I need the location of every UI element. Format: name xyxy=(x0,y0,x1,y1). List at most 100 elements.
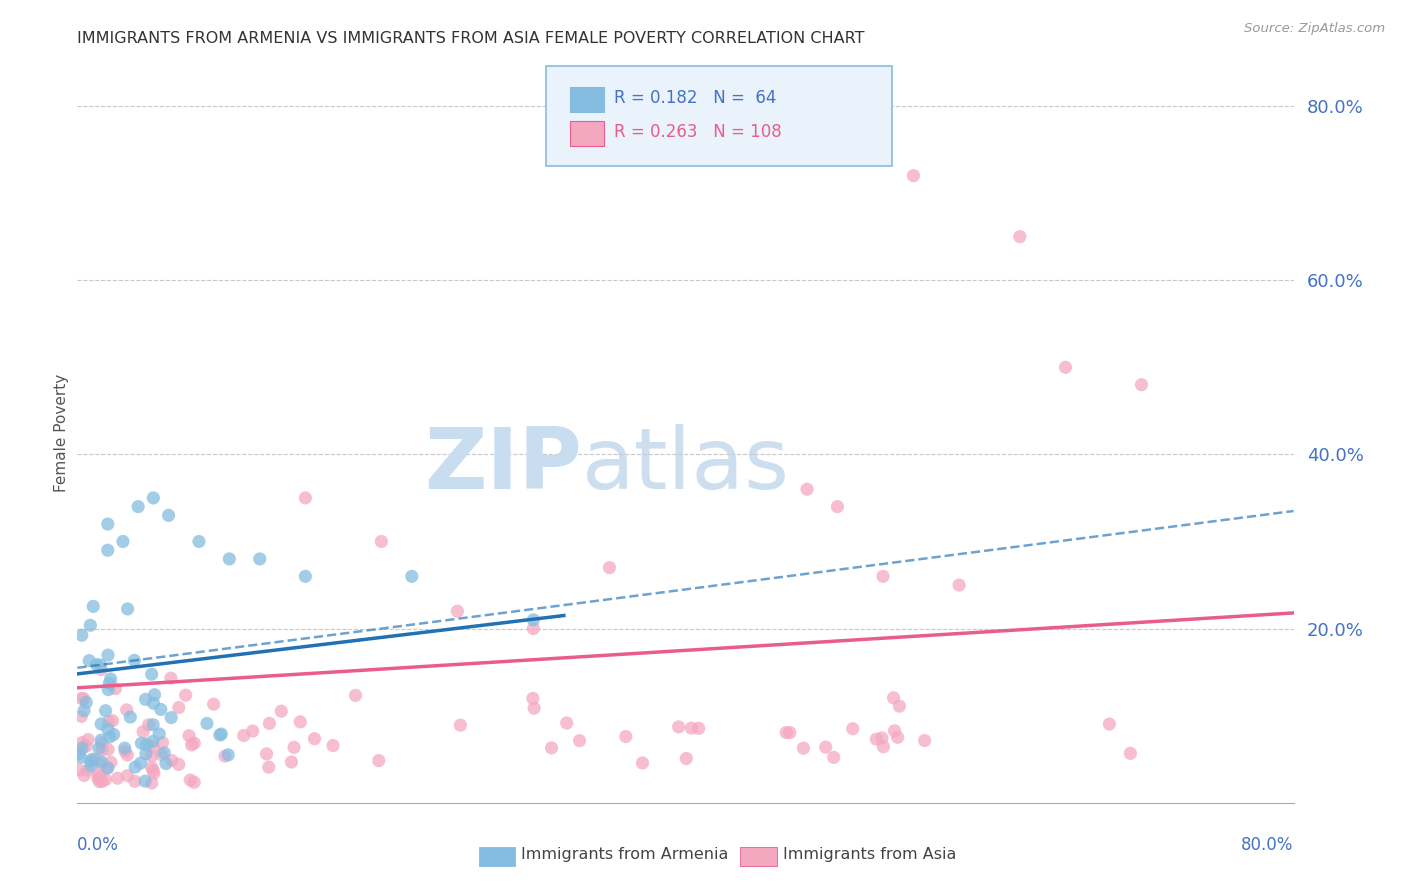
Point xyxy=(889,699,911,714)
Point xyxy=(70,741,93,756)
Point xyxy=(134,692,156,706)
Point xyxy=(208,728,231,742)
Point xyxy=(90,755,112,769)
Point xyxy=(823,750,845,764)
Point xyxy=(142,491,165,505)
Point xyxy=(114,741,136,756)
Point xyxy=(70,735,93,749)
Text: R = 0.182   N =  64: R = 0.182 N = 64 xyxy=(613,89,776,107)
Point xyxy=(67,763,90,777)
Point xyxy=(283,740,305,755)
Point xyxy=(87,741,110,756)
Point xyxy=(98,676,121,690)
Point xyxy=(89,658,111,673)
Point xyxy=(101,714,124,728)
Text: IMMIGRANTS FROM ARMENIA VS IMMIGRANTS FROM ASIA FEMALE POVERTY CORRELATION CHART: IMMIGRANTS FROM ARMENIA VS IMMIGRANTS FR… xyxy=(77,31,865,46)
Point xyxy=(70,691,93,706)
Point xyxy=(77,732,100,747)
Point xyxy=(1119,747,1142,761)
Point xyxy=(79,755,101,769)
Text: Immigrants from Asia: Immigrants from Asia xyxy=(783,847,956,863)
Point xyxy=(870,731,893,745)
Point xyxy=(796,482,818,496)
Point xyxy=(91,774,114,789)
Point xyxy=(814,740,837,755)
Point xyxy=(142,696,165,710)
Point xyxy=(217,747,239,762)
Point xyxy=(883,723,905,738)
Point xyxy=(259,716,281,731)
Y-axis label: Female Poverty: Female Poverty xyxy=(53,374,69,491)
Point xyxy=(614,730,637,744)
Point xyxy=(195,716,218,731)
Point xyxy=(135,747,157,761)
Point xyxy=(69,750,91,764)
Point xyxy=(120,710,142,724)
Point xyxy=(70,709,93,723)
FancyBboxPatch shape xyxy=(569,87,605,112)
Point xyxy=(97,682,120,697)
Point xyxy=(179,772,201,787)
Point xyxy=(124,653,146,667)
Point xyxy=(76,764,98,778)
Point xyxy=(214,749,236,764)
Point xyxy=(370,534,392,549)
Point xyxy=(73,704,96,718)
Point xyxy=(914,733,936,747)
Point xyxy=(1130,377,1153,392)
Point xyxy=(523,701,546,715)
Point xyxy=(141,748,163,763)
FancyBboxPatch shape xyxy=(569,121,605,146)
FancyBboxPatch shape xyxy=(546,66,893,166)
Point xyxy=(90,736,112,750)
Point xyxy=(142,766,165,780)
Point xyxy=(149,702,172,716)
Text: ZIP: ZIP xyxy=(425,425,582,508)
Point xyxy=(97,714,120,729)
Point xyxy=(97,761,120,775)
Point xyxy=(160,754,183,768)
Point xyxy=(115,703,138,717)
Point xyxy=(129,756,152,770)
Point xyxy=(218,552,240,566)
Point xyxy=(75,695,97,709)
FancyBboxPatch shape xyxy=(740,847,776,866)
Point xyxy=(111,534,134,549)
Point xyxy=(1008,229,1031,244)
Point xyxy=(138,718,160,732)
Point xyxy=(779,725,801,739)
Point xyxy=(77,654,100,668)
Point xyxy=(141,667,163,681)
Point xyxy=(242,724,264,739)
Point xyxy=(96,761,118,775)
Point xyxy=(152,736,174,750)
Point xyxy=(1098,717,1121,731)
Point xyxy=(842,722,865,736)
Point xyxy=(209,727,232,741)
Point xyxy=(142,734,165,748)
Point xyxy=(82,752,104,766)
Point xyxy=(180,738,202,752)
Point xyxy=(872,739,894,754)
Point xyxy=(141,776,163,790)
Point xyxy=(167,757,190,772)
Point xyxy=(903,169,925,183)
Point xyxy=(540,740,562,755)
Point xyxy=(90,756,112,771)
Point xyxy=(134,774,156,789)
Point xyxy=(865,732,887,747)
Point xyxy=(141,761,163,775)
Point xyxy=(160,671,183,685)
Point xyxy=(114,744,136,758)
Point xyxy=(127,500,149,514)
Point xyxy=(104,681,127,696)
Point xyxy=(598,560,620,574)
Point xyxy=(73,691,96,706)
Point xyxy=(153,746,176,760)
Point xyxy=(87,771,110,785)
Point xyxy=(160,710,183,724)
Text: 80.0%: 80.0% xyxy=(1241,836,1294,855)
Point xyxy=(124,760,146,774)
Point xyxy=(322,739,344,753)
Point xyxy=(948,578,970,592)
